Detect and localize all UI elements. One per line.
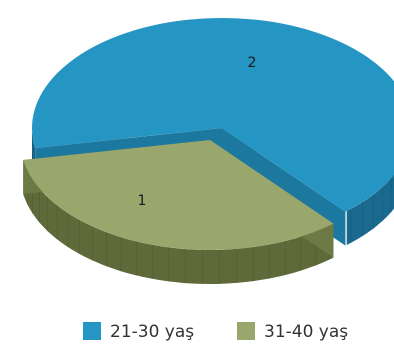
- legend-label-21-30: 21-30 yaş: [110, 322, 194, 342]
- pie-slices: [23, 17, 394, 284]
- data-label-21-30: 2: [248, 55, 257, 71]
- slice-31-40: [23, 140, 334, 250]
- legend-swatch-21-30: [83, 322, 101, 340]
- slice-wall-21-30: [346, 174, 394, 245]
- legend-swatch-31-40: [237, 322, 255, 340]
- data-label-31-40: 1: [138, 193, 147, 209]
- legend-label-31-40: 31-40 yaş: [264, 322, 348, 342]
- slice-wall-31-40: [23, 160, 334, 284]
- legend: 21-30 yaş 31-40 yaş: [83, 322, 348, 342]
- slice-21-30: [32, 17, 394, 212]
